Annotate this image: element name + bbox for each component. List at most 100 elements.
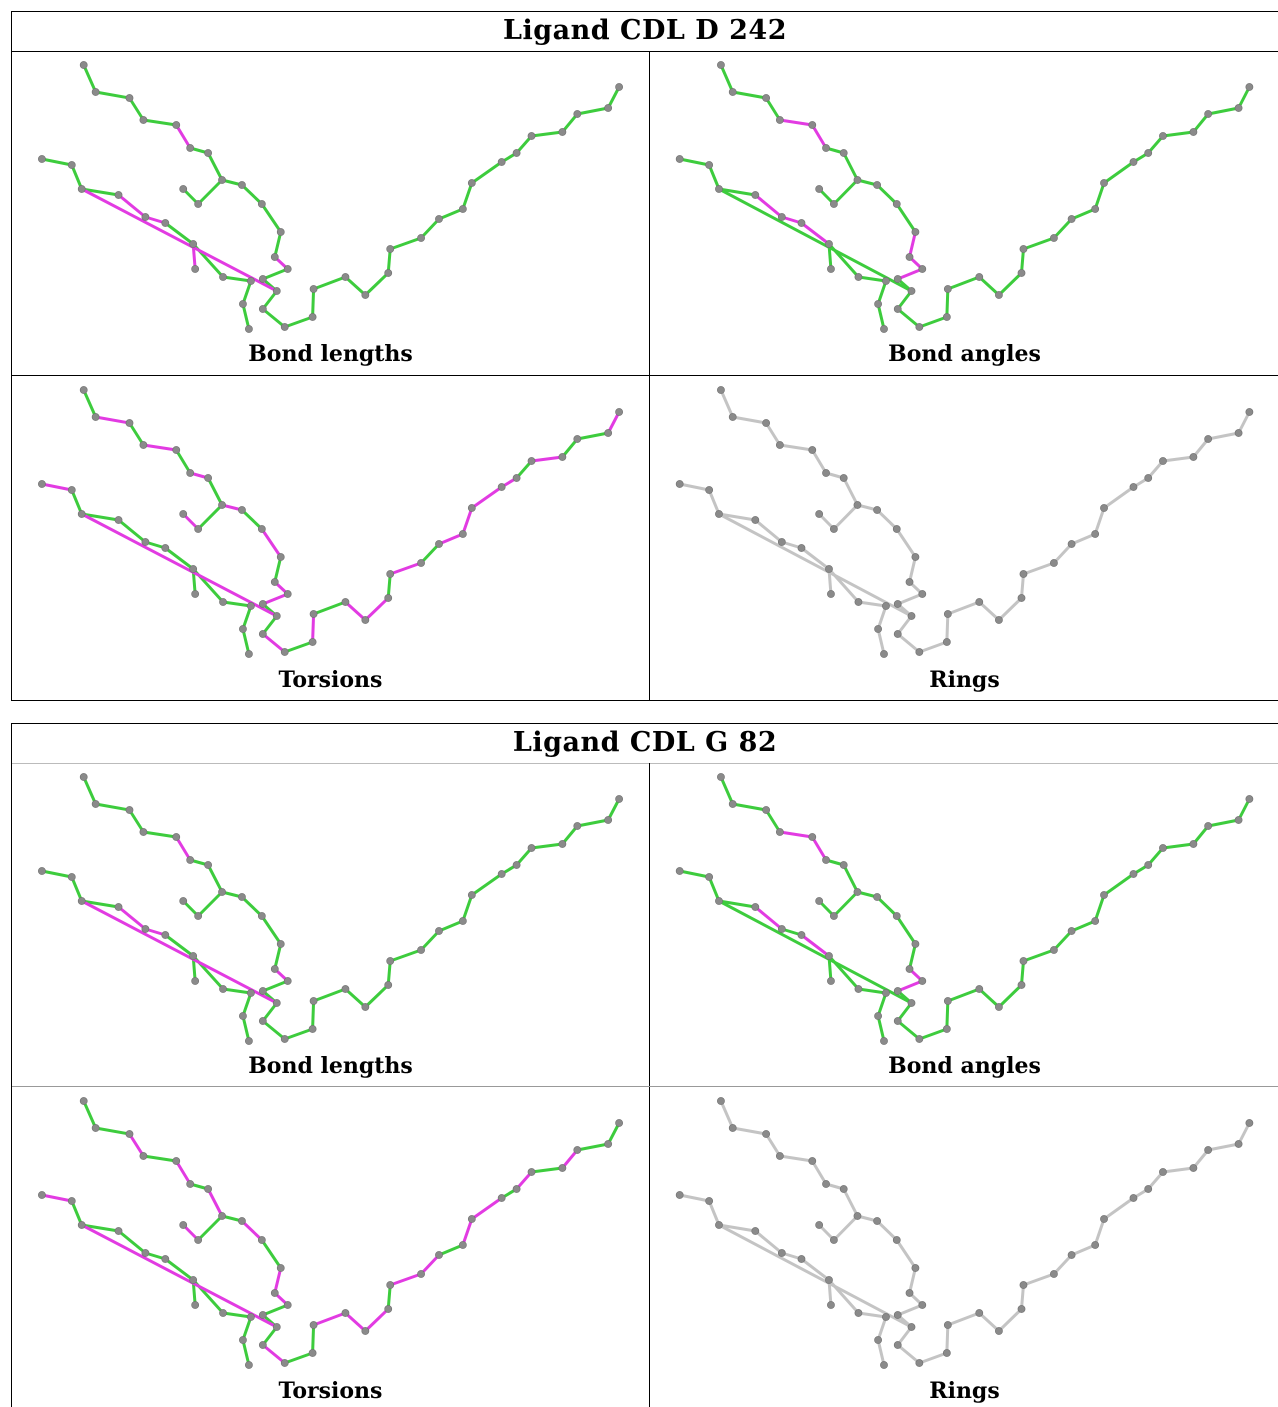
bond xyxy=(1021,561,1056,576)
atom xyxy=(808,446,817,454)
bond xyxy=(80,512,121,522)
bond xyxy=(1070,532,1097,546)
bond xyxy=(997,1307,1024,1333)
bond xyxy=(1206,818,1241,828)
outlier-bond xyxy=(343,1311,367,1333)
bond xyxy=(842,151,859,182)
outlier-bond xyxy=(363,1307,390,1333)
bond xyxy=(1206,431,1241,441)
atom xyxy=(172,446,181,454)
bond xyxy=(895,527,917,559)
bond xyxy=(241,604,253,631)
atom-layer xyxy=(38,773,624,1045)
bond xyxy=(895,914,917,946)
grid-divider-horizontal xyxy=(12,1086,1278,1087)
bond xyxy=(753,518,784,544)
atom xyxy=(943,1321,952,1329)
bond xyxy=(419,929,441,952)
atom xyxy=(258,1311,267,1319)
bond xyxy=(1093,893,1106,923)
atom xyxy=(341,1309,350,1317)
atom xyxy=(91,413,100,421)
bond xyxy=(946,275,981,291)
atom xyxy=(1017,269,1026,277)
atom xyxy=(874,300,882,308)
bond xyxy=(470,872,504,897)
bond xyxy=(117,1229,147,1255)
bond xyxy=(875,1219,899,1242)
atom xyxy=(276,228,285,236)
bond xyxy=(80,187,121,197)
bond xyxy=(717,512,913,618)
bond xyxy=(386,959,392,987)
atom xyxy=(141,925,150,933)
atom xyxy=(258,630,267,638)
atom xyxy=(386,570,395,578)
atom xyxy=(239,1336,247,1344)
atom xyxy=(141,538,150,546)
outlier-bond xyxy=(606,410,621,435)
bond xyxy=(678,869,711,879)
atom xyxy=(77,1221,86,1229)
bond-layer xyxy=(678,388,1251,656)
atom xyxy=(91,1124,100,1132)
atom xyxy=(1159,1168,1167,1176)
atom xyxy=(873,181,882,189)
atom xyxy=(186,144,195,152)
atom xyxy=(918,977,927,985)
atom xyxy=(38,867,46,875)
atom xyxy=(272,999,281,1007)
outlier-bond xyxy=(753,193,784,219)
outlier-bond xyxy=(261,592,290,606)
atom xyxy=(308,1025,317,1033)
bond xyxy=(896,1303,924,1317)
atom xyxy=(705,873,714,881)
bond xyxy=(575,431,610,441)
atom xyxy=(527,844,536,852)
bond xyxy=(778,443,814,452)
atom xyxy=(907,999,916,1007)
molecule-rings xyxy=(675,386,1254,658)
bond xyxy=(206,863,224,894)
bond xyxy=(945,287,950,319)
atom xyxy=(942,1025,951,1033)
atom xyxy=(715,185,723,193)
atom xyxy=(1189,1164,1198,1172)
atom xyxy=(915,1035,924,1043)
bond xyxy=(273,942,283,971)
outlier-bond xyxy=(127,1132,145,1158)
bond xyxy=(896,632,921,654)
outlier-bond xyxy=(80,512,279,618)
atom xyxy=(309,1321,318,1329)
bond xyxy=(842,1187,859,1218)
bond xyxy=(163,1257,195,1282)
atom xyxy=(918,1301,927,1309)
bond xyxy=(1052,542,1074,565)
bond xyxy=(1093,181,1106,211)
bond xyxy=(530,1166,564,1174)
atom xyxy=(853,888,862,896)
bond xyxy=(530,130,564,138)
bond xyxy=(1021,236,1056,251)
atom xyxy=(825,952,833,960)
atom xyxy=(839,149,848,157)
panel-grid: Bond lengths Bond angles Torsions Rings xyxy=(12,51,1278,700)
atom xyxy=(139,116,148,124)
bond xyxy=(386,247,392,275)
bond xyxy=(1070,207,1097,221)
atom xyxy=(179,897,188,905)
atom xyxy=(308,638,317,646)
panel-caption: Bond angles xyxy=(888,1053,1041,1079)
atom xyxy=(815,510,824,518)
atom xyxy=(715,897,723,905)
atom xyxy=(91,88,100,96)
atom xyxy=(161,1255,170,1263)
bond xyxy=(1206,106,1241,116)
atom xyxy=(497,483,506,491)
bond xyxy=(206,476,224,507)
panel-rings: Rings xyxy=(650,1087,1278,1407)
bond xyxy=(82,388,98,419)
atom xyxy=(270,1289,279,1297)
bond xyxy=(799,546,831,571)
bond xyxy=(717,1223,757,1233)
